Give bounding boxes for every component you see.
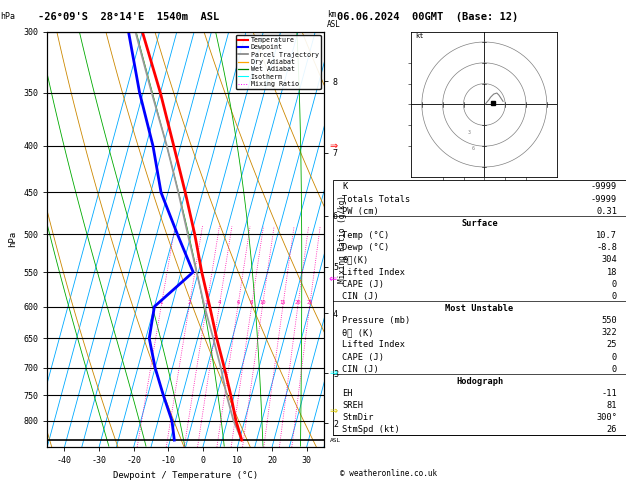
Text: Pressure (mb): Pressure (mb)	[342, 316, 410, 325]
Text: 300°: 300°	[596, 413, 617, 422]
Text: 25: 25	[306, 299, 313, 305]
Text: 06.06.2024  00GMT  (Base: 12): 06.06.2024 00GMT (Base: 12)	[337, 12, 518, 22]
Text: ⇐: ⇐	[329, 274, 337, 284]
Text: -11: -11	[601, 389, 617, 398]
Text: 0: 0	[612, 292, 617, 301]
Text: 3: 3	[205, 299, 208, 305]
Text: Dewp (°C): Dewp (°C)	[342, 243, 389, 252]
Text: CAPE (J): CAPE (J)	[342, 279, 384, 289]
Text: © weatheronline.co.uk: © weatheronline.co.uk	[340, 469, 437, 478]
Text: CAPE (J): CAPE (J)	[342, 352, 384, 362]
Text: 10: 10	[259, 299, 265, 305]
Text: Lifted Index: Lifted Index	[342, 340, 405, 349]
Text: Mixing Ratio (g/kg): Mixing Ratio (g/kg)	[338, 195, 347, 283]
Legend: Temperature, Dewpoint, Parcel Trajectory, Dry Adiabat, Wet Adiabat, Isotherm, Mi: Temperature, Dewpoint, Parcel Trajectory…	[236, 35, 321, 89]
Text: StmSpd (kt): StmSpd (kt)	[342, 425, 400, 434]
Text: CIN (J): CIN (J)	[342, 292, 379, 301]
Text: ⇒: ⇒	[329, 368, 337, 379]
Text: 1: 1	[160, 299, 163, 305]
Text: Temp (°C): Temp (°C)	[342, 231, 389, 240]
Text: Lifted Index: Lifted Index	[342, 267, 405, 277]
Text: CIN (J): CIN (J)	[342, 364, 379, 374]
Text: 25: 25	[606, 340, 617, 349]
Text: 18: 18	[606, 267, 617, 277]
Text: km
ASL: km ASL	[327, 10, 341, 29]
Text: 0.31: 0.31	[596, 207, 617, 216]
Text: ⇒: ⇒	[329, 141, 337, 151]
Text: 8: 8	[250, 299, 253, 305]
Text: 3: 3	[468, 130, 470, 135]
Text: StmDir: StmDir	[342, 413, 374, 422]
Y-axis label: hPa: hPa	[9, 231, 18, 247]
Text: -9999: -9999	[591, 182, 617, 191]
Text: K: K	[342, 182, 347, 191]
Text: 322: 322	[601, 328, 617, 337]
Text: 81: 81	[606, 401, 617, 410]
Text: -26°09'S  28°14'E  1540m  ASL: -26°09'S 28°14'E 1540m ASL	[38, 12, 219, 22]
Text: 6: 6	[237, 299, 240, 305]
Text: 550: 550	[601, 316, 617, 325]
Text: kt: kt	[416, 33, 424, 39]
Text: 6: 6	[472, 146, 475, 151]
Text: Totals Totals: Totals Totals	[342, 194, 410, 204]
Text: 4: 4	[218, 299, 221, 305]
Text: -8.8: -8.8	[596, 243, 617, 252]
Text: 0: 0	[612, 279, 617, 289]
X-axis label: Dewpoint / Temperature (°C): Dewpoint / Temperature (°C)	[113, 471, 258, 480]
Text: θᴇ(K): θᴇ(K)	[342, 255, 369, 264]
Text: 304: 304	[601, 255, 617, 264]
Text: 20: 20	[294, 299, 301, 305]
Text: hPa: hPa	[0, 12, 15, 21]
Text: 0: 0	[612, 364, 617, 374]
Text: EH: EH	[342, 389, 353, 398]
Text: -9999: -9999	[591, 194, 617, 204]
Text: 15: 15	[279, 299, 286, 305]
Text: Surface: Surface	[461, 219, 498, 228]
Text: 26: 26	[606, 425, 617, 434]
Text: SREH: SREH	[342, 401, 363, 410]
Text: 0: 0	[612, 352, 617, 362]
Text: PW (cm): PW (cm)	[342, 207, 379, 216]
Text: Most Unstable: Most Unstable	[445, 304, 514, 313]
Text: 10.7: 10.7	[596, 231, 617, 240]
Text: Hodograph: Hodograph	[456, 377, 503, 386]
Text: ASL: ASL	[330, 437, 342, 443]
Text: θᴇ (K): θᴇ (K)	[342, 328, 374, 337]
Text: ⇒: ⇒	[329, 406, 337, 416]
Text: 2: 2	[187, 299, 191, 305]
